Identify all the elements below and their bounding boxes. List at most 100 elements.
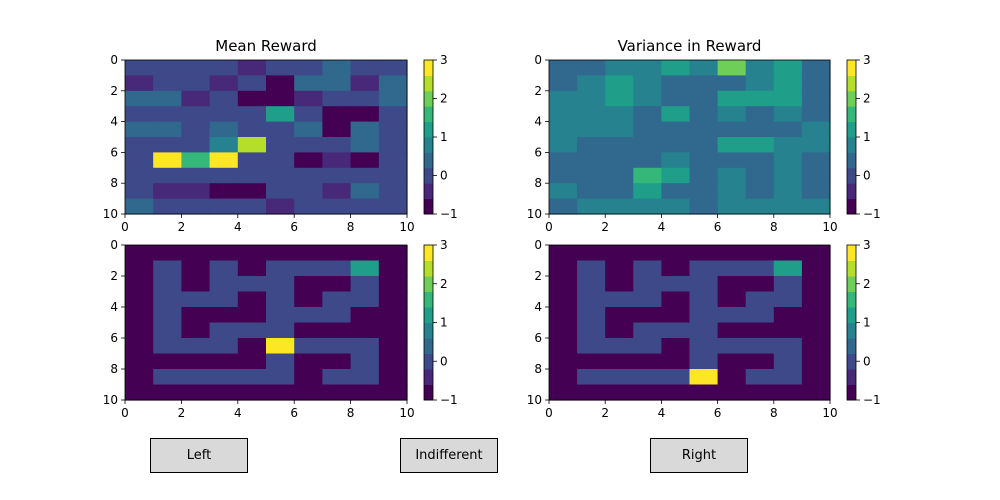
heatmap-cell [294, 121, 323, 138]
heatmap-cell [153, 152, 182, 169]
heatmap-cell [153, 183, 182, 200]
y-tick-label: 10 [103, 207, 118, 221]
heatmap-cell [717, 338, 747, 355]
heatmap-cell [153, 106, 182, 123]
heatmap-cell [661, 152, 691, 169]
right-button[interactable]: Right [650, 438, 748, 473]
heatmap-cell [209, 260, 239, 277]
axes-frame [124, 59, 408, 215]
colorbar-segment [847, 369, 856, 385]
chart-title: Variance in Reward [618, 37, 762, 55]
heatmap-cell [577, 167, 606, 184]
colorbar-segment [424, 60, 433, 76]
heatmap-cell [633, 60, 662, 76]
indifferent-button[interactable]: Indifferent [400, 438, 498, 473]
heatmap-cell [181, 183, 211, 200]
heatmap-cell [237, 137, 267, 153]
heatmap-cell [294, 260, 323, 277]
heatmap-cell [577, 198, 606, 215]
heatmap-cell [125, 353, 154, 370]
heatmap-cell [633, 276, 662, 293]
heatmap-cell [661, 75, 691, 92]
heatmap-cell [378, 121, 408, 138]
x-tick-label: 0 [545, 220, 553, 234]
x-tick-label: 4 [658, 220, 666, 234]
heatmap-cell [773, 322, 803, 339]
left-button[interactable]: Left [150, 438, 248, 473]
heatmap-cell [125, 322, 154, 339]
heatmap-cell [689, 183, 719, 200]
heatmap-cell [605, 60, 634, 76]
colorbar-tick-label: 1 [440, 130, 448, 144]
heatmap-cell [322, 137, 352, 153]
heatmap-cell [549, 121, 578, 138]
heatmap-cell [294, 245, 323, 262]
colorbar-tick-label: 2 [863, 277, 871, 291]
heatmap-cell [125, 75, 154, 92]
heatmap-cell [266, 90, 295, 107]
heatmap-cell [633, 245, 662, 262]
heatmap-cell [549, 75, 578, 92]
heatmap-cell [605, 198, 634, 215]
heatmap-cell [717, 245, 747, 262]
heatmap-cell [294, 90, 323, 107]
heatmap-cell [605, 183, 634, 200]
heatmap-cell [661, 183, 691, 200]
heatmap-cell [350, 106, 380, 123]
heatmap-cell [773, 338, 803, 355]
heatmap-cell [661, 245, 691, 262]
axes-frame [548, 59, 831, 215]
heatmap-cell [605, 322, 634, 339]
heatmap-cell [661, 353, 691, 370]
heatmap-cell [322, 291, 352, 308]
colorbar-segment [847, 137, 856, 153]
heatmap-cell [237, 106, 267, 123]
heatmap-cell [605, 245, 634, 262]
heatmap-cell [605, 137, 634, 153]
heatmap-cell [549, 291, 578, 308]
heatmap-cell [209, 322, 239, 339]
x-tick-label: 8 [770, 406, 778, 420]
heatmap-cell [633, 90, 662, 107]
x-tick-label: 8 [347, 406, 355, 420]
heatmap-cell [689, 338, 719, 355]
heatmap-cell [661, 291, 691, 308]
heatmap-cell [181, 276, 211, 293]
heatmap-cell [209, 276, 239, 293]
x-tick-label: 10 [822, 406, 837, 420]
heatmap-cell [209, 60, 239, 76]
heatmap-cell [661, 322, 691, 339]
heatmap-cell [717, 322, 747, 339]
heatmap-cell [322, 322, 352, 339]
heatmap-cell [266, 384, 295, 401]
heatmap-cell [745, 167, 775, 184]
heatmap-cell [125, 60, 154, 76]
heatmap-cell [153, 198, 182, 215]
heatmap-cell [181, 369, 211, 386]
heatmap-cell [153, 260, 182, 277]
heatmap-cell [689, 245, 719, 262]
heatmap-cell [689, 75, 719, 92]
heatmap-cell [181, 353, 211, 370]
axes-frame [548, 244, 831, 401]
colorbar: −1 0 1 2 3 [846, 238, 881, 407]
heatmap-cell [633, 198, 662, 215]
heatmap-cell [801, 369, 831, 386]
x-tick-label: 0 [545, 406, 553, 420]
heatmap-cell [237, 167, 267, 184]
heatmap-cell [773, 245, 803, 262]
heatmap-cell [549, 369, 578, 386]
heatmap-cell [378, 198, 408, 215]
heatmap-cell [717, 90, 747, 107]
heatmap-cell [181, 152, 211, 169]
heatmap-cell [689, 106, 719, 123]
heatmap-cell [209, 291, 239, 308]
heatmap-cell [661, 90, 691, 107]
heatmap-cell [745, 60, 775, 76]
heatmap-cell [773, 90, 803, 107]
colorbar-segment [847, 183, 856, 200]
y-tick-label: 0 [110, 53, 118, 67]
heatmap-cell [661, 338, 691, 355]
heatmap-cell [209, 90, 239, 107]
